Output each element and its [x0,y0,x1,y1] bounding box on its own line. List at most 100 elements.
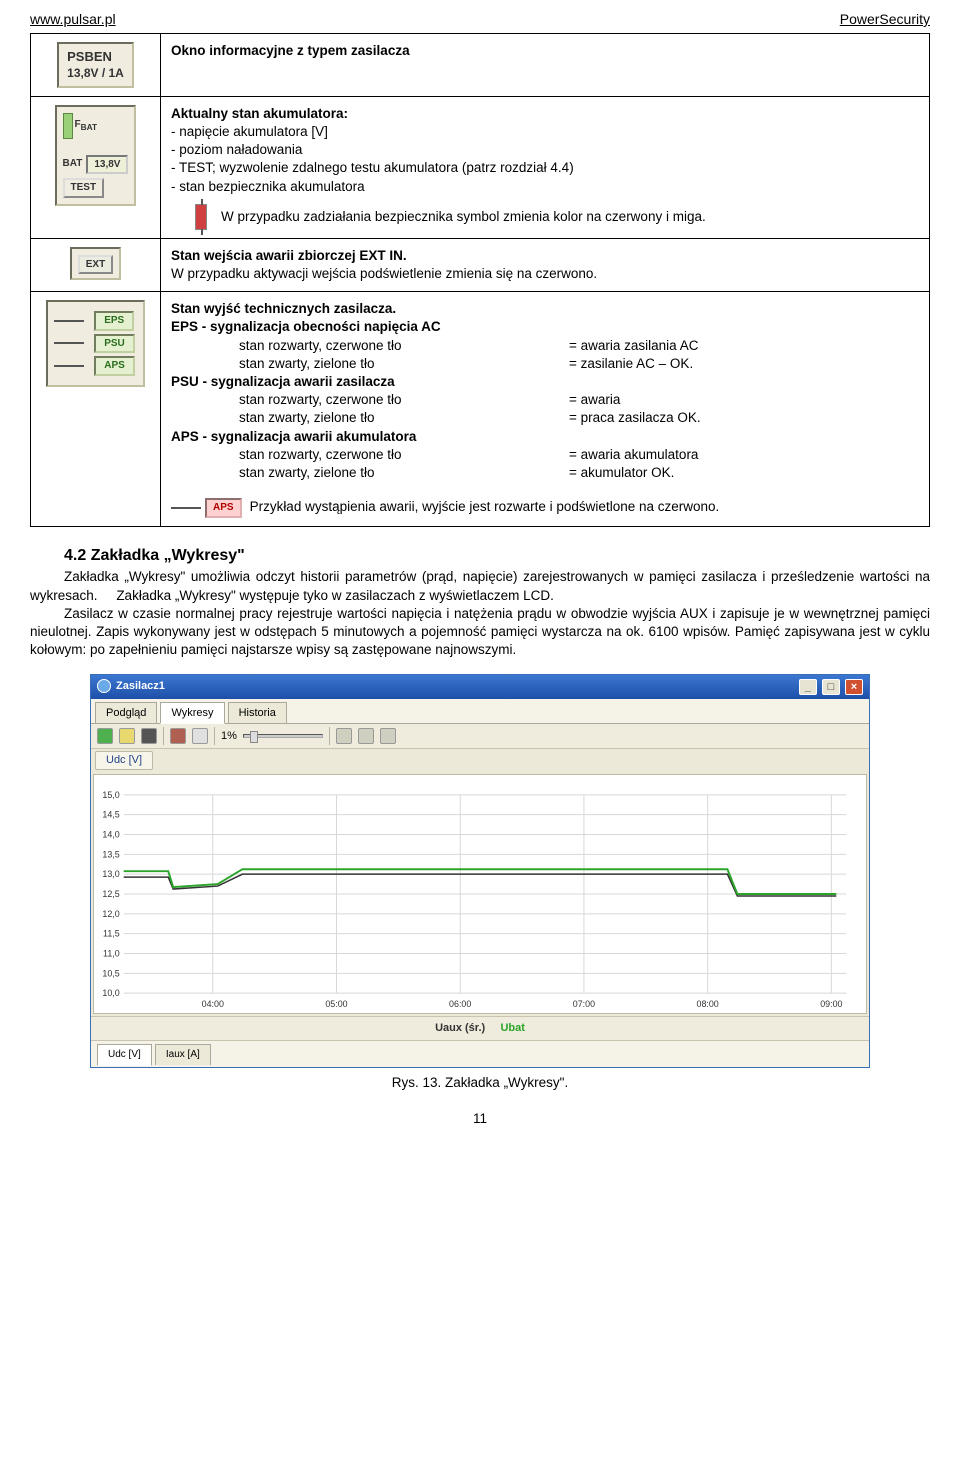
svg-text:14,0: 14,0 [102,830,119,840]
row2-l2: - poziom naładowania [171,141,919,159]
section-p1: Zakładka „Wykresy" umożliwia odczyt hist… [30,568,930,604]
aps-close-k: stan zwarty, zielone tło [239,464,569,482]
aps-head: APS - sygnalizacja awarii akumulatora [171,429,416,444]
svg-text:04:00: 04:00 [202,999,224,1009]
aps-open-k: stan rozwarty, czerwone tło [239,446,569,464]
maximize-button[interactable]: □ [822,679,840,695]
open-icon[interactable] [119,728,135,744]
print-icon[interactable] [192,728,208,744]
svg-text:12,5: 12,5 [102,889,119,899]
site-url: www.pulsar.pl [30,10,116,29]
aps-example-icon: APS [171,498,242,518]
section-heading: 4.2 Zakładka „Wykresy" [64,545,930,567]
window-controls: _ □ × [797,679,863,695]
bottom-tab-udc[interactable]: Udc [V] [97,1044,152,1066]
bottom-tab-iaux[interactable]: Iaux [A] [155,1044,211,1065]
svg-text:10,0: 10,0 [102,988,119,998]
page-header: www.pulsar.pl PowerSecurity [30,10,930,29]
aps-close-v: = akumulator OK. [569,464,674,482]
save-icon[interactable] [141,728,157,744]
tool-icon-2[interactable] [358,728,374,744]
y-axis-button[interactable]: Udc [V] [95,751,153,770]
battery-status-cell: FBAT BAT 13,8V TEST [31,96,161,238]
psu-head: PSU - sygnalizacja awarii zasilacza [171,374,395,389]
svg-text:11,0: 11,0 [103,949,120,959]
window-title: Zasilacz1 [116,680,165,692]
eps-close-k: stan zwarty, zielone tło [239,355,569,373]
aps-open-v: = awaria akumulatora [569,446,698,464]
eps-box: EPS PSU APS [46,300,145,387]
title-bar[interactable]: Zasilacz1 _ □ × [91,675,869,699]
psu-close-v: = praca zasilacza OK. [569,409,701,427]
close-button[interactable]: × [845,679,863,695]
page-number: 11 [30,1110,930,1128]
eps-open-v: = awaria zasilania AC [569,337,698,355]
chart-svg: 15,0 14,5 14,0 13,5 13,0 12,5 12,0 11,5 … [94,775,866,1013]
chart-window: Zasilacz1 _ □ × Podgląd Wykresy Historia… [90,674,870,1068]
eps-open-k: stan rozwarty, czerwone tło [239,337,569,355]
row2-l4: - stan bezpiecznika akumulatora [171,178,919,196]
svg-text:06:00: 06:00 [449,999,471,1009]
zoom-slider[interactable] [243,734,323,738]
zoom-value: 1% [221,729,237,744]
psben-cell: PSBEN 13,8V / 1A [31,33,161,96]
product-name: PowerSecurity [840,10,930,29]
svg-text:13,5: 13,5 [102,850,119,860]
stop-icon[interactable] [170,728,186,744]
psben-title: PSBEN [67,48,124,66]
row3-l2: W przypadku aktywacji wejścia podświetle… [171,265,919,283]
row1-desc: Okno informacyjne z typem zasilacza [161,33,930,96]
aps-label: APS [94,356,135,376]
tab-wykresy[interactable]: Wykresy [160,702,224,725]
svg-text:11,5: 11,5 [103,929,120,939]
tool-icon-1[interactable] [336,728,352,744]
row2-l1: - napięcie akumulatora [V] [171,123,919,141]
legend-ubat: Ubat [500,1022,524,1034]
section-p2: Zasilacz w czasie normalnej pracy rejest… [30,605,930,660]
row2-title: Aktualny stan akumulatora: [171,105,919,123]
psu-open-v: = awaria [569,391,620,409]
tab-row: Podgląd Wykresy Historia [91,699,869,725]
tab-podglad[interactable]: Podgląd [95,702,157,724]
svg-text:13,0: 13,0 [102,869,119,879]
bat-label: BAT [63,157,83,171]
row4-title: Stan wyjść technicznych zasilacza. [171,300,919,318]
figure-caption: Rys. 13. Zakładka „Wykresy". [30,1074,930,1092]
psu-close-k: stan zwarty, zielone tło [239,409,569,427]
p2: Zasilacz w czasie normalnej pracy rejest… [30,606,930,657]
psu-label: PSU [94,334,135,354]
eps-head: EPS - sygnalizacja obecności napięcia AC [171,319,441,334]
row2-l3: - TEST; wyzwolenie zdalnego testu akumul… [171,159,919,177]
legend-uaux: Uaux (śr.) [435,1022,485,1034]
chart-body: 15,0 14,5 14,0 13,5 13,0 12,5 12,0 11,5 … [93,774,867,1014]
svg-text:14,5: 14,5 [102,810,119,820]
ext-button[interactable]: EXT [78,255,113,275]
row4-desc: Stan wyjść technicznych zasilacza. EPS -… [161,292,930,527]
psu-open-k: stan rozwarty, czerwone tło [239,391,569,409]
test-button[interactable]: TEST [63,178,105,198]
app-icon [97,679,111,693]
svg-text:05:00: 05:00 [325,999,347,1009]
row3-desc: Stan wejścia awarii zbiorczej EXT IN. W … [161,238,930,291]
tab-historia[interactable]: Historia [228,702,287,724]
aps-ex-label: APS [205,498,242,518]
row1-desc-text: Okno informacyjne z typem zasilacza [171,43,410,58]
chart-bottom-tabs: Udc [V] Iaux [A] [91,1040,869,1067]
refresh-icon[interactable] [97,728,113,744]
minimize-button[interactable]: _ [799,679,817,695]
svg-text:12,0: 12,0 [102,909,119,919]
bat-value: 13,8V [86,155,128,175]
tech-outputs-cell: EPS PSU APS [31,292,161,527]
p1b: Zakładka „Wykresy" występuje tyko w zasi… [116,588,554,603]
chart-legend: Uaux (śr.) Ubat [91,1016,869,1040]
info-table: PSBEN 13,8V / 1A Okno informacyjne z typ… [30,33,930,527]
psben-sub: 13,8V / 1A [67,65,124,81]
row4-example: Przykład wystąpienia awarii, wyjście jes… [250,498,919,516]
ext-cell: EXT [31,238,161,291]
row2-desc: Aktualny stan akumulatora: - napięcie ak… [161,96,930,238]
row2-note: W przypadku zadziałania bezpiecznika sym… [221,208,706,226]
tool-icon-3[interactable] [380,728,396,744]
svg-text:09:00: 09:00 [820,999,842,1009]
fbat-sub: BAT [81,122,98,132]
svg-text:07:00: 07:00 [573,999,595,1009]
